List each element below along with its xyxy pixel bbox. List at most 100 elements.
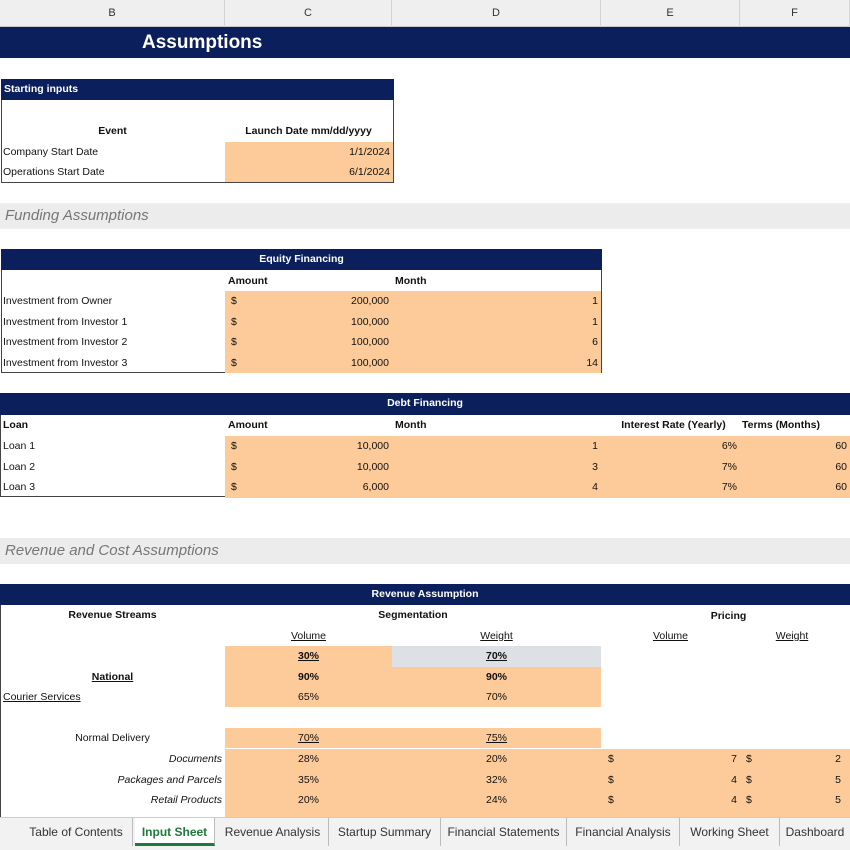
input-cell-fill [225,477,850,498]
seg-weight-header: Weight [480,630,513,642]
terms-header: Terms (Months) [742,419,820,431]
equity-amount-cell[interactable]: 100,000 [351,336,389,349]
equity-amount-cell[interactable]: 200,000 [351,295,389,307]
national-volume-cell[interactable]: 90% [225,667,601,687]
event-col-header: Event [98,125,127,137]
next-row-fill [225,810,850,817]
column-headers: B C D E F [0,0,850,27]
currency-symbol: $ [231,336,237,349]
revenue-assumption-header: Revenue Assumption [0,584,850,605]
revenue-item-label: Documents [168,753,222,765]
price-volume-cell[interactable]: 7 [731,753,737,765]
tab-startup-summary[interactable]: Startup Summary [329,818,441,846]
column-header-d[interactable]: D [392,0,601,27]
debt-month-cell[interactable]: 1 [592,440,598,452]
debt-month-cell[interactable]: 3 [592,460,598,473]
courier-volume-cell[interactable]: 65% [225,687,601,707]
interest-rate-cell[interactable]: 7% [721,481,737,494]
page-title: Assumptions [0,27,850,58]
pricing-volume-header: Volume [652,630,689,642]
price-volume-cell[interactable]: 4 [731,794,737,807]
operations-start-date-cell[interactable]: 6/1/2024 [225,162,393,182]
starting-inputs-header: Starting inputs [1,79,394,100]
equity-month-cell[interactable]: 6 [592,336,598,349]
price-volume-cell[interactable]: 4 [731,773,737,786]
debt-financing-header: Debt Financing [0,393,850,415]
normal-weight-cell[interactable]: 75% [485,732,507,744]
investor-label: Investment from Investor 1 [3,315,128,328]
segment-volume-cell[interactable]: 20% [297,794,319,807]
loan-label: Loan 2 [3,460,36,473]
terms-cell[interactable]: 60 [835,481,847,494]
equity-month-cell[interactable]: 1 [592,315,598,328]
interest-rate-cell[interactable]: 6% [721,440,737,452]
terms-cell[interactable]: 60 [835,440,847,452]
debt-month-cell[interactable]: 4 [592,481,598,494]
input-cell-fill [225,790,850,811]
tab-financial-analysis[interactable]: Financial Analysis [567,818,680,846]
segment-volume-cell[interactable]: 28% [297,753,319,765]
funding-assumptions-heading: Funding Assumptions [0,203,850,229]
interest-rate-header: Interest Rate (Yearly) [621,419,726,431]
courier-weight-cell[interactable]: 70% [485,691,507,703]
loan-label: Loan 1 [3,440,36,452]
tab-revenue-analysis[interactable]: Revenue Analysis [217,818,329,846]
company-start-date-cell[interactable]: 1/1/2024 [225,142,393,162]
equity-month-cell[interactable]: 14 [586,356,598,369]
loan-col-header: Loan [3,419,29,431]
segment-weight-cell[interactable]: 24% [485,794,507,807]
split-volume-cell[interactable]: 30% [225,646,392,667]
tab-working-sheet[interactable]: Working Sheet [680,818,780,846]
seg-volume-header: Volume [290,630,327,642]
terms-cell[interactable]: 60 [835,460,847,473]
currency-symbol: $ [231,295,237,307]
input-cell-fill [225,456,850,478]
input-cell-fill [225,291,601,312]
equity-amount-header: Amount [228,275,268,287]
input-cell-fill [225,332,601,353]
tab-financial-statements[interactable]: Financial Statements [441,818,567,846]
currency-symbol: $ [231,440,237,452]
national-weight-cell[interactable]: 90% [485,671,507,683]
pricing-weight-header: Weight [775,630,809,642]
tab-dashboard[interactable]: Dashboard [785,825,845,839]
equity-month-cell[interactable]: 1 [592,295,598,307]
split-weight-cell[interactable]: 70% [392,646,601,667]
segment-weight-cell[interactable]: 32% [485,773,507,786]
debt-amount-cell[interactable]: 10,000 [356,460,389,473]
revenue-streams-header: Revenue Streams [68,609,157,621]
investor-label: Investment from Investor 3 [3,356,128,369]
currency-symbol: $ [746,753,752,765]
debt-amount-header: Amount [228,419,268,431]
currency-symbol: $ [231,356,237,369]
investor-label: Investment from Investor 2 [3,336,128,349]
segment-volume-cell[interactable]: 35% [297,773,319,786]
column-header-b[interactable]: B [0,0,225,27]
column-header-f[interactable]: F [740,0,850,27]
price-weight-cell[interactable]: 2 [835,753,841,765]
equity-amount-cell[interactable]: 100,000 [351,315,389,328]
courier-services-link[interactable]: Courier Services [3,691,81,703]
tab-input-sheet[interactable]: Input Sheet [135,818,215,846]
debt-amount-cell[interactable]: 10,000 [356,440,389,452]
debt-amount-cell[interactable]: 6,000 [362,481,389,494]
price-weight-cell[interactable]: 5 [835,773,841,786]
investor-label: Investment from Owner [3,295,113,307]
column-header-e[interactable]: E [601,0,740,27]
input-cell-fill [225,352,601,374]
price-weight-cell[interactable]: 5 [835,794,841,807]
normal-volume-cell[interactable]: 70% [225,728,601,748]
equity-financing-header: Equity Financing [1,249,602,270]
currency-symbol: $ [746,794,752,807]
interest-rate-cell[interactable]: 7% [721,460,737,473]
tab-table-of-contents[interactable]: Table of Contents [20,818,133,846]
segmentation-header: Segmentation [378,609,448,621]
pricing-header: Pricing [710,610,747,622]
input-cell-fill [225,436,850,457]
event-label: Company Start Date [3,146,99,158]
column-header-c[interactable]: C [225,0,392,27]
equity-amount-cell[interactable]: 100,000 [351,356,389,369]
debt-month-header: Month [395,419,427,431]
segment-weight-cell[interactable]: 20% [485,753,507,765]
revenue-item-label: Retail Products [150,794,222,807]
